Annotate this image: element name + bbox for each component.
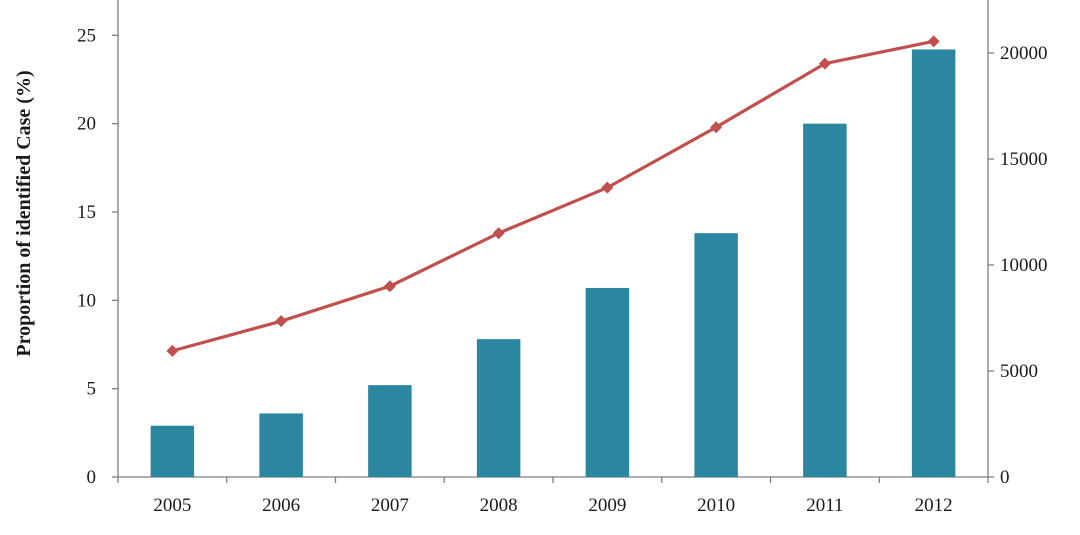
axis-labels: 0 5 10 15 20 25 0 5000 10000 15000 20000 2005 2006 20…	[77, 25, 1048, 516]
line-point	[601, 181, 614, 194]
right-tick-label: 5000	[1000, 361, 1038, 382]
chart-axes	[112, 0, 994, 483]
line-series	[166, 35, 940, 357]
line-point	[383, 280, 396, 293]
line-point	[710, 121, 723, 134]
line-path	[171, 39, 934, 353]
bar	[259, 413, 303, 477]
bar	[694, 233, 738, 477]
bar	[368, 385, 412, 477]
x-tick-label: 2005	[153, 495, 191, 516]
right-tick-label: 15000	[1000, 149, 1048, 170]
x-tick-label: 2008	[480, 495, 518, 516]
bar	[911, 49, 956, 477]
left-tick-label: 15	[77, 202, 96, 223]
bar	[803, 123, 847, 478]
x-tick-label: 2007	[371, 495, 409, 516]
bar	[476, 339, 521, 477]
bar	[150, 425, 195, 477]
line-point	[492, 227, 505, 240]
x-tick-label: 2011	[806, 495, 843, 516]
left-tick-label: 20	[77, 114, 96, 135]
line-point	[818, 57, 831, 70]
x-tick-label: 2010	[697, 495, 735, 516]
left-tick-label: 0	[87, 467, 97, 488]
right-tick-label: 20000	[1000, 43, 1048, 64]
x-tick-label: 2006	[262, 495, 300, 516]
left-tick-label: 10	[77, 290, 96, 311]
y-axis-title: Proportion of identified Case (%)	[13, 70, 35, 356]
right-tick-label: 10000	[1000, 255, 1048, 276]
left-tick-label: 25	[77, 25, 96, 46]
x-tick-label: 2009	[588, 495, 626, 516]
line-point	[166, 344, 179, 357]
line-point	[927, 35, 940, 48]
line-point	[275, 315, 288, 328]
left-tick-label: 5	[87, 379, 97, 400]
right-tick-label: 0	[1000, 467, 1010, 488]
bar-series	[150, 49, 956, 478]
x-tick-label: 2012	[915, 495, 953, 516]
bar	[585, 287, 630, 477]
